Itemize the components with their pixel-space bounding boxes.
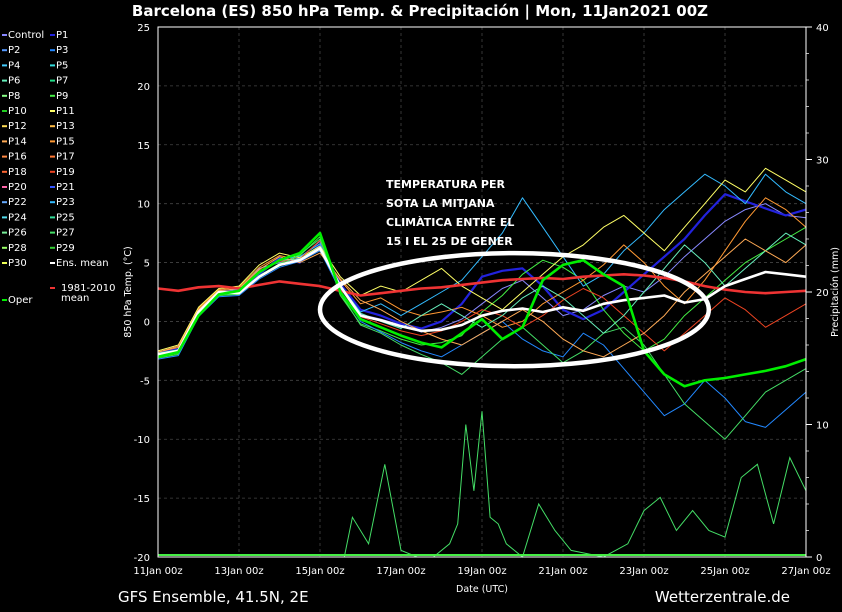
annotation-text-line: 15 I EL 25 DE GENER bbox=[386, 235, 513, 248]
legend-label: P8 bbox=[8, 91, 20, 102]
legend-label: 1981-2010 bbox=[61, 283, 116, 294]
x-tick-label: 25Jan 00z bbox=[700, 566, 749, 577]
grid bbox=[157, 26, 807, 558]
legend-label: P2 bbox=[8, 45, 20, 56]
legend-label: P3 bbox=[56, 45, 68, 56]
precipitation-series bbox=[158, 411, 807, 558]
footer-source: Wetterzentrale.de bbox=[655, 588, 790, 606]
y-left-tick-label: 20 bbox=[137, 82, 150, 93]
plot-frame bbox=[157, 26, 807, 558]
legend-label: P25 bbox=[56, 212, 75, 223]
legend-label: P24 bbox=[8, 212, 27, 223]
legend-label: Control bbox=[8, 30, 44, 41]
y-right-tick-label: 20 bbox=[816, 288, 829, 299]
legend-label: P4 bbox=[8, 60, 20, 71]
x-tick-label: 19Jan 00z bbox=[457, 566, 506, 577]
legend-label: P1 bbox=[56, 30, 68, 41]
legend: Control P1 P2 P3 P4 P5 P6 P7 P8 P9 P10 P11 P12 P13 P14… bbox=[2, 30, 116, 306]
x-axis-label: Date (UTC) bbox=[456, 584, 508, 595]
legend-label: P5 bbox=[56, 60, 68, 71]
annotation-text-line: CLIMÀTICA ENTRE EL bbox=[386, 216, 514, 229]
legend-label: P29 bbox=[56, 243, 75, 254]
annotation-text-line: SOTA LA MITJANA bbox=[386, 197, 495, 210]
x-tick-label: 13Jan 00z bbox=[214, 566, 263, 577]
y-left-tick-label: 15 bbox=[137, 141, 150, 152]
annotation-ellipse bbox=[317, 250, 712, 369]
y-right-tick-label: 0 bbox=[816, 553, 822, 564]
footer-model-info: GFS Ensemble, 41.5N, 2E bbox=[118, 588, 309, 606]
annotation-text-line: TEMPERATURA PER bbox=[386, 178, 505, 191]
legend-label-continuation: mean bbox=[61, 293, 89, 304]
legend-label: P23 bbox=[56, 197, 75, 208]
series-line-p14 bbox=[157, 238, 807, 358]
y-left-tick-label: -5 bbox=[140, 376, 150, 387]
legend-label: P12 bbox=[8, 121, 27, 132]
x-tick-label: 27Jan 00z bbox=[781, 566, 830, 577]
legend-label: P19 bbox=[56, 167, 75, 178]
y-left-tick-label: 5 bbox=[144, 259, 150, 270]
y-left-tick-label: 10 bbox=[137, 200, 150, 211]
legend-label: P17 bbox=[56, 152, 75, 163]
legend-label: P15 bbox=[56, 136, 75, 147]
legend-label: P30 bbox=[8, 258, 27, 269]
y-left-axis-label: 850 hPa Temp. (°C) bbox=[123, 246, 134, 337]
legend-label: P9 bbox=[56, 91, 68, 102]
legend-label: Oper bbox=[8, 295, 33, 306]
x-tick-label: 15Jan 00z bbox=[295, 566, 344, 577]
annotation: TEMPERATURA PER SOTA LA MITJANA CLIMÀTICA … bbox=[317, 178, 712, 369]
x-tick-label: 17Jan 00z bbox=[376, 566, 425, 577]
x-tick-label: 11Jan 00z bbox=[133, 566, 182, 577]
y-left-tick-label: -15 bbox=[134, 494, 150, 505]
chart-title: Barcelona (ES) 850 hPa Temp. & Precipita… bbox=[132, 2, 708, 21]
series-line-ens-mean bbox=[157, 247, 807, 356]
legend-label: P11 bbox=[56, 106, 75, 117]
y-left-tick-label: -20 bbox=[134, 553, 150, 564]
legend-label: P6 bbox=[8, 76, 20, 87]
legend-label: P14 bbox=[8, 136, 27, 147]
legend-label: P16 bbox=[8, 152, 27, 163]
legend-label: P28 bbox=[8, 243, 27, 254]
legend-label: P22 bbox=[8, 197, 27, 208]
x-tick-label: 23Jan 00z bbox=[619, 566, 668, 577]
precipitation-line bbox=[158, 411, 807, 558]
y-right-tick-label: 10 bbox=[816, 421, 829, 432]
legend-label: P21 bbox=[56, 182, 75, 193]
series-group bbox=[157, 167, 807, 440]
legend-label: P27 bbox=[56, 228, 75, 239]
series-line-oper bbox=[157, 231, 807, 388]
y-right-tick-label: 30 bbox=[816, 156, 829, 167]
y-right-tick-label: 40 bbox=[816, 23, 829, 34]
legend-label: P7 bbox=[56, 76, 68, 87]
legend-label: P20 bbox=[8, 182, 27, 193]
legend-label: P10 bbox=[8, 106, 27, 117]
x-tick-label: 21Jan 00z bbox=[538, 566, 587, 577]
y-left-tick-label: 25 bbox=[137, 23, 150, 34]
series-line-1981-2010-mean bbox=[157, 272, 807, 297]
y-right-axis-label: Precipitación (mm) bbox=[830, 247, 841, 337]
series-line-control bbox=[157, 203, 807, 357]
y-left-tick-label: 0 bbox=[144, 317, 150, 328]
legend-label: Ens. mean bbox=[56, 258, 109, 269]
y-left-tick-label: -10 bbox=[134, 435, 150, 446]
legend-label: P13 bbox=[56, 121, 75, 132]
series-line-p11 bbox=[157, 167, 807, 352]
axes: 25 20 15 10 5 0 -5 -10 -15 -20 11Jan 00z 13Jan 00z 1… bbox=[123, 23, 841, 595]
legend-label: P18 bbox=[8, 167, 27, 178]
legend-label: P26 bbox=[8, 228, 27, 239]
